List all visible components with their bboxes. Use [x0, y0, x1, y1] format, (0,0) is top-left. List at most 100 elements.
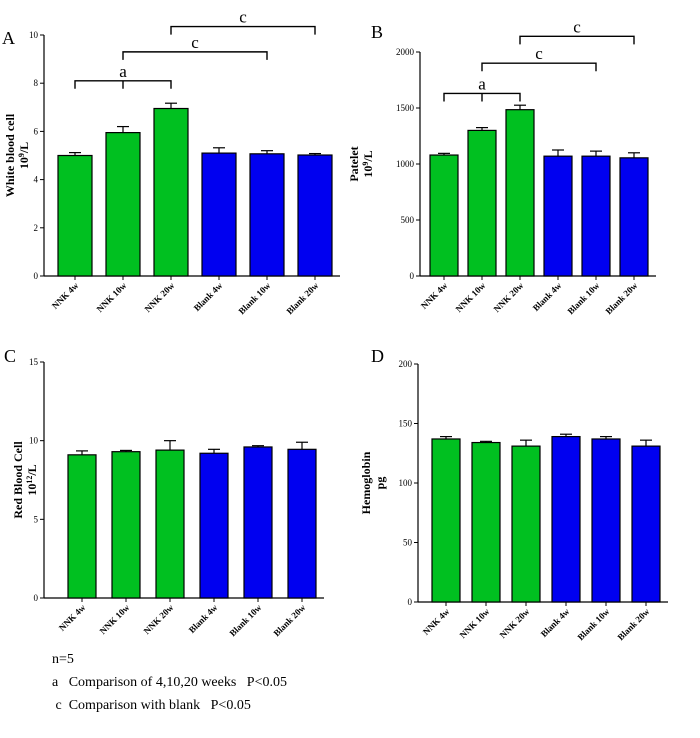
panel-d-ytick-label: 150 — [399, 419, 413, 429]
panel-b-ytick-label: 0 — [410, 271, 415, 281]
panel-d-bar — [551, 435, 581, 603]
panel-c-bar — [287, 448, 317, 599]
panel-a-significance-label: c — [191, 33, 199, 52]
panel-b-category-label: Blank 20w — [604, 280, 640, 316]
panel-d-category-label: Blank 10w — [576, 606, 612, 642]
panel-a-ytick-label: 10 — [29, 30, 39, 40]
panel-b-chart: B Patelet 109/L 0 500 1000 1500 2000 NNK 4w NNK 1… — [347, 17, 656, 316]
panel-c-category-label: NNK 20w — [142, 602, 176, 636]
panel-b-bar — [619, 157, 649, 277]
panel-a-significance-label: c — [239, 8, 247, 27]
panel-a-ylabel-unit: 109/L — [17, 142, 31, 169]
panel-a-category-label: Blank 4w — [192, 280, 225, 313]
panel-d-ytick-label: 0 — [408, 597, 413, 607]
panel-a-bar — [297, 154, 333, 277]
panel-a-ytick-label: 8 — [34, 78, 39, 88]
panel-d-chart: D Hemoglobin pg 0 50 100 150 200 NNK 4w NNK 10w NN… — [359, 346, 668, 642]
panel-c-bar — [243, 446, 273, 599]
panel-d-category-label: Blank 4w — [539, 606, 572, 639]
panel-c-ytick-label: 0 — [34, 593, 39, 603]
note-c: c Comparison with blank P<0.05 — [52, 698, 251, 713]
panel-b-letter: B — [371, 22, 383, 42]
panel-c-category-label: NNK 4w — [57, 602, 88, 633]
panel-c-chart: C Red Blood Cell 1012/L 0 5 10 15 NNK 4w NNK 10w… — [4, 346, 324, 638]
panel-a-significance-bracket — [74, 80, 172, 89]
panel-b-ytick-label: 1500 — [396, 103, 415, 113]
panel-a-bar — [105, 132, 141, 277]
panel-d-bar — [471, 441, 501, 603]
panel-d-bar — [431, 438, 461, 603]
panel-c-bar — [67, 454, 97, 599]
panel-b-significance-label: c — [573, 17, 581, 36]
panel-d-ytick-label: 200 — [399, 359, 413, 369]
panel-a-bar — [201, 152, 237, 277]
panel-b-category-label: Blank 4w — [531, 280, 564, 313]
panel-c-category-label: Blank 20w — [272, 602, 308, 638]
panel-a-significance-label: a — [119, 62, 127, 81]
panel-c-ylabel-unit: 1012/L — [25, 464, 39, 495]
panel-d-category-label: NNK 20w — [498, 606, 532, 640]
panel-b-category-label: NNK 4w — [419, 280, 450, 311]
panel-b-bar — [505, 109, 535, 277]
panel-a-ylabel: White blood cell — [3, 113, 17, 197]
panel-c-category-label: Blank 4w — [187, 602, 220, 635]
panel-a-bar — [153, 107, 189, 277]
panel-d-ylabel: Hemoglobin — [359, 451, 373, 514]
panel-b-bar — [467, 129, 497, 277]
panel-c-bar — [199, 452, 229, 599]
panel-a-category-label: NNK 20w — [143, 280, 177, 314]
panel-a-ytick-label: 4 — [34, 175, 39, 185]
panel-c-ytick-label: 10 — [29, 436, 39, 446]
panel-a-category-label: Blank 10w — [237, 280, 273, 316]
panel-b-category-label: Blank 10w — [566, 280, 602, 316]
panel-a-ytick-label: 6 — [34, 126, 39, 136]
panel-a-significance-bracket — [122, 51, 268, 60]
panel-d-bar — [511, 445, 541, 603]
panel-d-category-label: NNK 4w — [421, 606, 452, 637]
panel-b-bar — [429, 154, 459, 277]
panel-a-letter: A — [2, 28, 15, 48]
panel-d-bar — [631, 445, 661, 603]
panel-b-ylabel-unit: 109/L — [361, 150, 375, 177]
panel-c-ylabel: Red Blood Cell — [11, 441, 25, 519]
panel-b-significance-label: a — [478, 74, 486, 93]
panel-d-ytick-label: 50 — [403, 538, 413, 548]
panel-c-category-label: Blank 10w — [228, 602, 264, 638]
panel-b-category-label: NNK 20w — [492, 280, 526, 314]
panel-b-significance-bracket — [443, 92, 521, 102]
panel-a-significance-bracket — [170, 25, 316, 35]
panel-c-bar — [111, 451, 141, 599]
note-a: a Comparison of 4,10,20 weeks P<0.05 — [52, 675, 287, 690]
panel-c-bar — [155, 449, 185, 599]
panel-a-ytick-label: 2 — [34, 223, 39, 233]
panel-d-category-label: Blank 20w — [616, 606, 652, 642]
panel-d-ytick-label: 100 — [399, 478, 413, 488]
panel-b-ytick-label: 500 — [401, 215, 415, 225]
panel-a-bar — [249, 153, 285, 277]
panel-a-category-label: Blank 20w — [285, 280, 321, 316]
panel-b-significance-bracket — [519, 35, 635, 45]
panel-b-significance-bracket — [481, 62, 597, 72]
panel-c-letter: C — [4, 346, 16, 366]
panel-d-ylabel-unit: pg — [373, 477, 387, 490]
panel-c-category-label: NNK 10w — [98, 602, 132, 636]
panel-b-ytick-label: 2000 — [396, 47, 415, 57]
panel-b-ytick-label: 1000 — [396, 159, 415, 169]
panel-a-bar — [57, 154, 93, 277]
panel-b-category-label: NNK 10w — [454, 280, 488, 314]
panel-b-bar — [581, 155, 611, 277]
panel-a-category-label: NNK 4w — [50, 280, 81, 311]
panel-b-significance-label: c — [535, 44, 543, 63]
figure-notes: n=5 a Comparison of 4,10,20 weeks P<0.05… — [52, 648, 287, 717]
panel-d-category-label: NNK 10w — [458, 606, 492, 640]
panel-a-chart: A White blood cell 109/L 0 2 4 6 8 10 NNK 4w NNK 1… — [2, 8, 340, 316]
panel-b-bar — [543, 155, 573, 277]
sample-size-note: n=5 — [52, 652, 74, 667]
panel-a-ytick-label: 0 — [34, 271, 39, 281]
panel-b-ylabel: Patelet — [347, 146, 361, 181]
panel-c-ytick-label: 5 — [34, 514, 39, 524]
panel-a-category-label: NNK 10w — [95, 280, 129, 314]
panel-c-ytick-label: 15 — [29, 357, 39, 367]
panel-d-bar — [591, 438, 621, 603]
